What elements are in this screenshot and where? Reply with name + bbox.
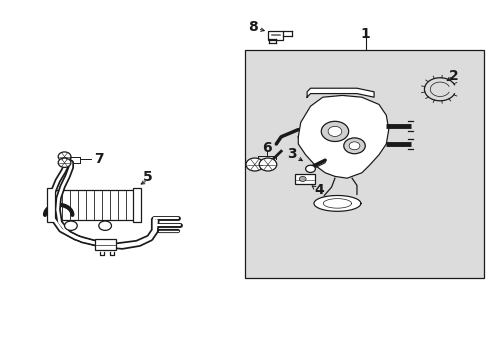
Circle shape <box>321 121 348 141</box>
FancyBboxPatch shape <box>268 31 283 40</box>
Circle shape <box>58 152 71 161</box>
Text: 8: 8 <box>248 21 258 34</box>
Polygon shape <box>313 195 360 211</box>
Polygon shape <box>298 95 388 178</box>
Circle shape <box>343 138 365 154</box>
Circle shape <box>299 176 305 181</box>
Text: 5: 5 <box>143 170 153 184</box>
Circle shape <box>99 221 111 230</box>
Text: 2: 2 <box>448 69 458 83</box>
Circle shape <box>58 158 71 167</box>
Bar <box>51 190 137 220</box>
Circle shape <box>305 165 315 172</box>
Circle shape <box>348 142 359 150</box>
Text: 6: 6 <box>262 141 271 155</box>
Text: 1: 1 <box>360 27 370 41</box>
Bar <box>245 50 483 278</box>
FancyBboxPatch shape <box>295 174 314 184</box>
Circle shape <box>245 158 263 171</box>
Text: 4: 4 <box>314 183 324 197</box>
Circle shape <box>259 158 276 171</box>
Text: 7: 7 <box>94 153 103 166</box>
FancyBboxPatch shape <box>95 239 116 250</box>
Polygon shape <box>306 88 373 97</box>
Bar <box>47 188 55 222</box>
Text: 3: 3 <box>286 147 296 161</box>
Circle shape <box>64 221 77 230</box>
Circle shape <box>327 126 341 136</box>
Bar <box>133 188 141 222</box>
